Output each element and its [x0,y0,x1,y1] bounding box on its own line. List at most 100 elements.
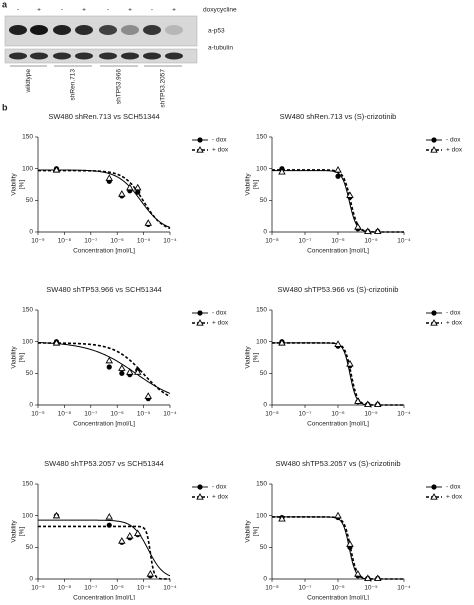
legend-marker [197,137,203,143]
lane-sign: - [107,7,109,14]
lane-label: shTP53.2057 [160,69,167,108]
point [52,511,61,519]
point [133,368,142,375]
legend-marker [431,310,437,316]
chart-title: SW480 shTP53.2057 vs SCH51344 [44,459,164,468]
x-tick-label: 10⁻⁵ [137,411,151,418]
x-tick-label: 10⁻⁹ [31,238,45,245]
band [143,52,161,60]
x-tick-label: 10⁻⁵ [137,585,151,592]
x-tick-label: 10⁻⁵ [364,238,378,245]
point [126,183,134,191]
band [75,25,93,35]
y-tick-label: 100 [256,512,267,519]
point [354,223,362,230]
fit-curve [38,169,171,230]
x-tick-label: 10⁻⁴ [397,238,411,245]
band [121,52,139,60]
lane-sign: - [151,7,153,14]
x-tick-label: 10⁻⁷ [298,238,312,245]
band [53,52,71,60]
legend-marker [197,484,203,490]
y-tick-label: 0 [263,229,267,236]
fit-curve [272,169,404,233]
panel-label: b [2,102,8,112]
y-tick-label: 150 [22,307,33,314]
x-axis-label: Concentration [mol/L] [73,595,135,600]
y-tick-label: 100 [22,512,33,519]
y-axis-label: [%] [253,527,260,537]
point [373,574,382,582]
band [75,52,93,60]
point [118,537,126,544]
chart-title: SW480 shTP53.966 vs (S)-crizotinib [278,285,399,294]
y-axis-label: [%] [19,353,26,363]
treatment-label: doxycycline [203,7,237,14]
band [165,25,183,35]
lane-sign: + [128,7,132,14]
chart-title: SW480 shTP53.966 vs SCH51344 [46,285,161,294]
point [373,227,382,235]
y-axis-label: [%] [19,180,26,190]
x-tick-label: 10⁻⁶ [331,238,345,245]
point [126,368,134,375]
y-tick-label: 0 [29,576,33,583]
legend-label: - dox [446,484,461,491]
x-tick-label: 10⁻⁴ [163,238,177,245]
x-tick-label: 10⁻⁸ [265,411,279,418]
fit-curve [272,342,404,406]
legend-label: + dox [446,147,463,154]
point [278,339,286,346]
x-axis-label: Concentration [mol/L] [307,421,369,428]
x-tick-label: 10⁻⁸ [265,585,279,592]
x-tick-label: 10⁻⁶ [331,585,345,592]
legend-marker [196,493,204,500]
band [165,52,183,60]
point [364,227,372,235]
fit-curve [272,170,404,233]
legend-label: - dox [446,137,461,144]
x-tick-label: 10⁻⁷ [84,238,98,245]
y-axis-label: Viability [11,520,18,543]
band [53,25,71,35]
y-tick-label: 150 [256,307,267,314]
fit-curve [37,342,171,394]
point [133,183,142,191]
band [143,25,161,35]
y-tick-label: 50 [26,197,34,204]
x-axis-label: Concentration [mol/L] [307,595,369,600]
lane-sign: + [82,7,86,14]
lane-label: shRen.713 [70,69,77,101]
legend-label: + dox [446,494,463,501]
lane-sign: + [172,7,176,14]
blot-label: a-tubulin [208,45,233,52]
y-tick-label: 0 [263,402,267,409]
point [144,392,153,399]
legend-marker [196,319,204,326]
x-axis-label: Concentration [mol/L] [73,248,135,255]
x-tick-label: 10⁻⁴ [163,411,177,418]
point [106,364,112,370]
fit-curve [272,342,404,406]
y-axis-label: [%] [19,527,26,537]
point [334,511,342,519]
point [144,219,153,226]
y-tick-label: 50 [26,544,34,551]
x-tick-label: 10⁻⁴ [163,585,177,592]
point [133,529,142,537]
point [354,397,362,404]
band [99,52,117,60]
legend-label: - dox [446,310,461,317]
point [118,364,126,371]
fit-curve [38,525,170,580]
x-axis-label: Concentration [mol/L] [73,421,135,428]
legend-label: + dox [212,494,229,501]
x-tick-label: 10⁻⁸ [265,238,279,245]
legend-label: - dox [212,484,227,491]
x-tick-label: 10⁻⁸ [58,411,72,418]
y-tick-label: 150 [22,134,33,141]
point [105,174,114,181]
legend-marker [431,137,437,143]
y-tick-label: 50 [260,197,268,204]
band [121,25,139,35]
